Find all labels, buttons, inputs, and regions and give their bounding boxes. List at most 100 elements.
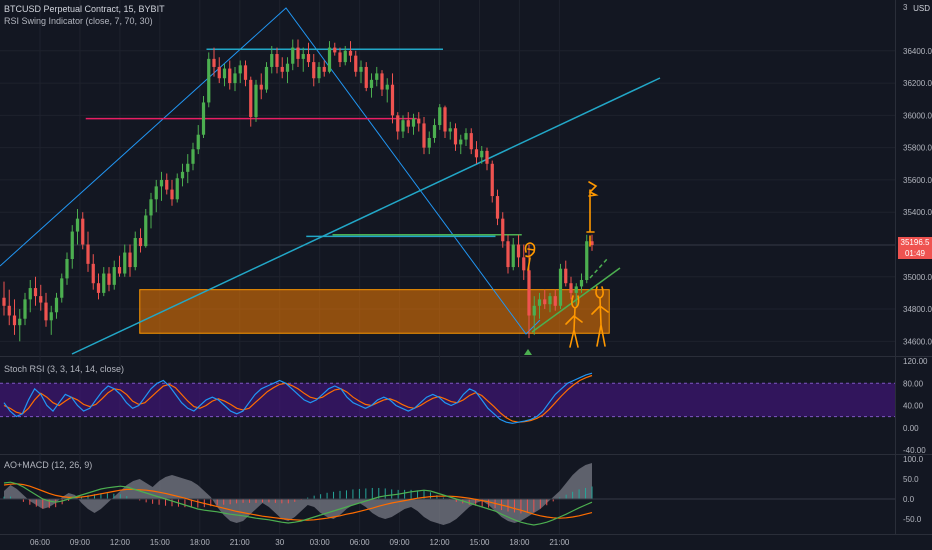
time-tick-label: 03:00 (310, 538, 331, 547)
candle-body (12, 315, 17, 326)
candle-body (102, 273, 106, 293)
candle-body (291, 47, 295, 64)
candle-body (548, 296, 552, 305)
macd-signal-line (3, 483, 593, 521)
candle-body (333, 47, 337, 53)
candle-body (574, 286, 578, 293)
time-tick-label: 06:00 (350, 538, 371, 547)
candle-body (354, 55, 358, 72)
candle-body (527, 270, 531, 316)
macd-tick-label: -50.0 (903, 515, 922, 524)
candle-body (133, 238, 137, 268)
hand-annotations[interactable] (524, 181, 609, 348)
axes: 06:00 09:00 12:00 15:00 18:00 21:00 30 03:00 06:… (30, 3, 932, 547)
stoch-tick-label: 0.00 (903, 424, 919, 433)
stoch-rsi-pane (0, 372, 895, 424)
candle-body (453, 128, 458, 145)
candle-body (506, 241, 510, 268)
rsi-swing-legend[interactable]: RSI Swing Indicator (close, 7, 70, 30) (4, 16, 153, 26)
candle-body (259, 84, 263, 90)
time-tick-label: 30 (275, 538, 284, 547)
currency-badge[interactable]: USD (913, 4, 930, 13)
candle-body (511, 244, 515, 268)
price-tick-label: 35400.0 (903, 208, 932, 217)
candle-body (401, 120, 405, 132)
candle-body (301, 54, 305, 59)
rising-trendline (71, 77, 661, 355)
candle-body (553, 296, 557, 306)
countdown-timer: 01:49 (904, 249, 926, 258)
candle-body (396, 115, 400, 132)
candle-body (91, 263, 95, 284)
time-tick-label: 12:00 (110, 538, 131, 547)
candle-body (18, 318, 22, 326)
stoch-rsi-legend[interactable]: Stoch RSI (3, 3, 14, 14, close) (4, 364, 125, 374)
candle-body (532, 305, 536, 316)
candle-body (44, 302, 48, 321)
macd-legend[interactable]: AO+MACD (12, 26, 9) (4, 460, 93, 470)
stoch-d-line (3, 374, 593, 423)
candle-body (280, 66, 284, 72)
candle-body (275, 54, 279, 67)
candle-body (138, 238, 143, 247)
last-price-tag: 35196.5 01:49 (898, 237, 932, 259)
stick-figure-left (565, 295, 583, 348)
candle-body (170, 189, 174, 200)
time-tick-label: 15:00 (469, 538, 490, 547)
last-price-value: 35196.5 (900, 238, 930, 247)
candle-body (406, 120, 410, 127)
candlestick-series (2, 39, 594, 355)
time-tick-label: 12:00 (430, 538, 451, 547)
price-tick-label: 36000.0 (903, 111, 932, 120)
candle-body (469, 133, 473, 150)
candle-body (149, 199, 153, 216)
candle-body (154, 186, 158, 200)
candle-body (285, 63, 290, 72)
candle-body (564, 268, 568, 284)
price-tick-label: 3 (903, 3, 908, 12)
price-tick-label: 36200.0 (903, 79, 932, 88)
candle-body (39, 296, 43, 303)
candle-body (422, 123, 426, 148)
candle-body (369, 79, 374, 88)
candle-body (364, 66, 368, 88)
candle-body (495, 196, 500, 219)
candle-body (159, 179, 164, 187)
time-tick-label: 09:00 (390, 538, 411, 547)
candle-body (81, 218, 85, 245)
time-tick-label: 06:00 (30, 538, 51, 547)
time-tick-label: 15:00 (150, 538, 171, 547)
symbol-legend[interactable]: BTCUSD Perpetual Contract, 15, BYBIT (4, 4, 165, 14)
macd-line (3, 481, 593, 526)
candle-body (49, 312, 53, 321)
candle-body (217, 66, 221, 79)
candle-body (485, 150, 489, 164)
swing-trendline (0, 7, 541, 335)
candle-body (296, 47, 300, 59)
candle-body (338, 52, 342, 63)
candle-body (60, 278, 64, 298)
macd-tick-label: 50.0 (903, 475, 919, 484)
candle-body (28, 288, 32, 300)
time-tick-label: 21:00 (549, 538, 570, 547)
stoch-k-line (3, 372, 593, 424)
stoch-tick-label: 80.00 (903, 379, 924, 388)
price-tick-label: 34600.0 (903, 337, 932, 346)
candle-body (375, 73, 379, 80)
price-tick-label: 35000.0 (903, 273, 932, 282)
channel-line-upper (589, 257, 609, 279)
candle-body (359, 66, 363, 72)
candle-body (112, 267, 116, 285)
candle-body (117, 267, 122, 274)
support-zone[interactable] (139, 289, 610, 334)
candle-body (23, 299, 27, 319)
candle-body (144, 215, 148, 247)
candle-body (128, 252, 132, 268)
candle-body (238, 65, 242, 74)
candle-body (54, 297, 59, 313)
candle-body (123, 252, 127, 274)
candle-body (590, 241, 594, 246)
candle-body (543, 299, 547, 305)
macd-tick-label: 0.0 (903, 495, 915, 504)
